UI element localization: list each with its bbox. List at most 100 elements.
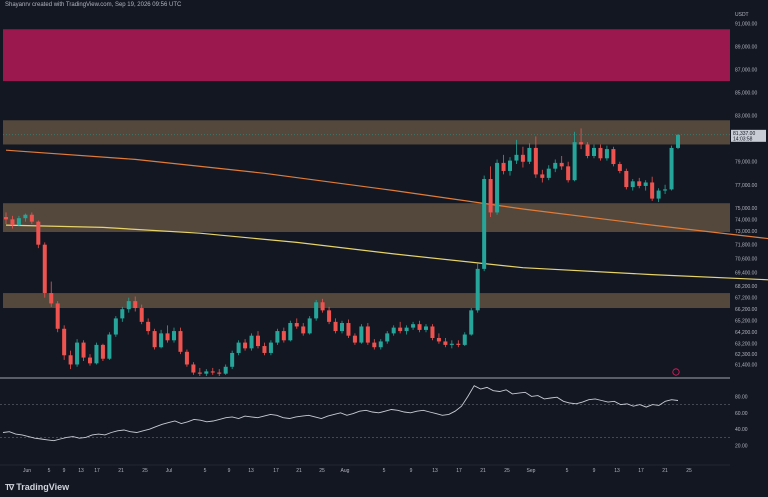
candle [566, 161, 571, 183]
candle-body [113, 318, 118, 335]
candle-body [307, 318, 312, 334]
candle [514, 139, 519, 165]
candle-body [585, 144, 590, 156]
time-tick-label: 17 [273, 468, 279, 474]
time-tick-label: 9 [63, 468, 66, 474]
candle-body [55, 303, 60, 329]
candle-body [152, 331, 157, 348]
candle-body [385, 333, 390, 342]
candle-body [16, 218, 21, 226]
tradingview-logo[interactable]: T∇ TradingView [5, 482, 69, 492]
price-tick-label: 77,000.00 [735, 183, 757, 189]
candle [378, 339, 383, 350]
price-tick-label: 71,800.00 [735, 243, 757, 249]
tradingview-wordmark: TradingView [16, 482, 70, 492]
candle-body [255, 335, 261, 347]
candle [559, 155, 564, 170]
candle-body [10, 219, 15, 226]
candle [3, 212, 9, 224]
candle [120, 306, 125, 322]
candle-body [268, 342, 273, 353]
candle [94, 342, 99, 365]
candle [87, 354, 93, 366]
time-tick-label: 21 [118, 468, 124, 474]
time-tick-label: 21 [662, 468, 668, 474]
candle-body [372, 342, 377, 348]
candle-body [165, 333, 170, 341]
candle [604, 145, 609, 161]
candle [398, 321, 403, 334]
candle [42, 242, 47, 298]
candle [630, 179, 635, 191]
candle [16, 215, 21, 227]
candle [591, 144, 597, 159]
time-tick-label: 25 [142, 468, 148, 474]
candle [100, 343, 105, 362]
price-tick-label: 63,200.00 [735, 342, 757, 348]
candle [255, 331, 261, 349]
candle [669, 145, 674, 191]
zone-resistance-zone [3, 120, 730, 145]
last-price-countdown: 14:03:58 [733, 136, 753, 142]
candle [598, 144, 603, 161]
candle-body [75, 342, 80, 365]
candle-body [301, 326, 306, 334]
candle [372, 339, 377, 350]
candle [152, 328, 157, 350]
candle [165, 325, 170, 343]
candle-body [197, 372, 202, 374]
candle-body [352, 335, 357, 343]
candle-body [87, 357, 93, 364]
candle [495, 159, 500, 215]
candle-body [559, 162, 564, 167]
time-tick-label: 5 [48, 468, 51, 474]
candle [643, 180, 648, 191]
candle-body [520, 154, 525, 162]
candle-body [314, 302, 319, 319]
candle [81, 340, 86, 362]
candle [436, 333, 441, 344]
price-tick-label: 67,200.00 [735, 296, 757, 302]
candle [113, 316, 118, 337]
time-tick-label: 25 [319, 468, 325, 474]
candle [146, 318, 151, 335]
candle [301, 323, 306, 336]
candle [10, 215, 15, 229]
time-tick-label: 25 [686, 468, 692, 474]
candle-body [404, 327, 409, 332]
candle [23, 213, 28, 222]
time-tick-label: 21 [480, 468, 486, 474]
candle [663, 184, 668, 194]
candle [223, 364, 228, 375]
candle-body [630, 181, 635, 188]
candle-body [611, 149, 616, 165]
candle [520, 146, 525, 168]
candle-body [171, 331, 177, 341]
candle [346, 319, 351, 338]
candle-body [675, 134, 681, 148]
candle-body [591, 147, 597, 156]
candle-body [217, 372, 222, 374]
candle-body [100, 344, 105, 359]
candle-body [617, 164, 622, 171]
candle [281, 327, 286, 343]
candle-body [643, 182, 648, 186]
candle-body [146, 321, 151, 332]
candle-body [230, 352, 235, 367]
price-tick-label: 91,000.00 [735, 22, 757, 28]
candle [572, 131, 577, 182]
candle-body [663, 189, 668, 191]
zone-lower-zone [3, 293, 730, 309]
candle-body [94, 344, 99, 364]
candle [585, 142, 590, 159]
candle-body [81, 342, 86, 358]
candle-body [566, 166, 571, 181]
price-tick-label: 79,000.00 [735, 160, 757, 166]
candle [294, 318, 299, 329]
candle-body [294, 323, 299, 327]
price-tick-label: 62,300.00 [735, 352, 757, 358]
candle-body [637, 181, 642, 186]
price-tick-label: 89,000.00 [735, 45, 757, 51]
